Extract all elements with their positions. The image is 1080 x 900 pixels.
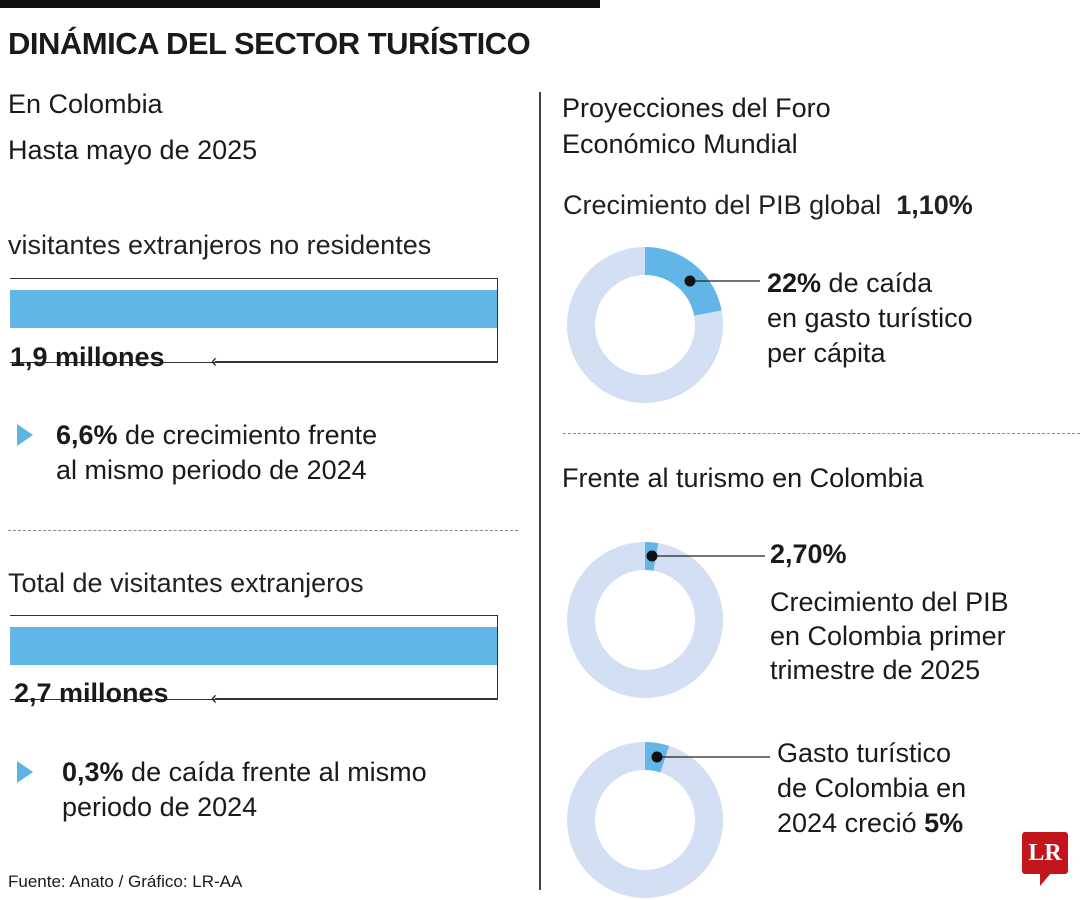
donut3-text-1: Gasto turístico [777, 738, 952, 768]
bar2-arrow [215, 698, 497, 699]
arrow-left-icon: ‹ [211, 688, 217, 708]
donut-2-dot [646, 550, 658, 562]
bar1-frame [10, 278, 498, 363]
lr-logo: LR [1022, 832, 1068, 874]
bar1-arrow [215, 361, 497, 362]
donut-2-rest [567, 542, 723, 698]
donut1-text-3: per cápita [767, 338, 886, 368]
donut-1-dot [684, 275, 696, 287]
donut-3-highlight [567, 742, 723, 898]
bar2-note-2: periodo de 2024 [62, 792, 258, 822]
divider [563, 433, 1080, 434]
donut3-text-2: de Colombia en [777, 773, 967, 803]
right-heading-2: Económico Mundial [562, 129, 798, 159]
bar1 [10, 290, 497, 328]
lr-logo-tail [1040, 872, 1052, 886]
triangle-right-icon [17, 424, 33, 446]
bar2-label: Total de visitantes extranjeros [8, 568, 364, 598]
donut1-text-2: en gasto turístico [767, 303, 973, 333]
left-subtitle-1: En Colombia [8, 89, 163, 119]
bar1-note-2: al mismo periodo de 2024 [56, 455, 367, 485]
column-divider [539, 92, 541, 890]
donut2-text-2: en Colombia primer [770, 621, 1006, 651]
bar2-note: 0,3% de caída frente al mismo [62, 757, 427, 787]
right-heading-1: Proyecciones del Foro [562, 93, 831, 123]
page-title: DINÁMICA DEL SECTOR TURÍSTICO [8, 26, 531, 61]
donut3-text-3: 2024 creció 5% [777, 808, 964, 838]
top-rule [0, 0, 600, 8]
donut-3-dot [651, 751, 663, 763]
section2-heading: Frente al turismo en Colombia [562, 463, 924, 493]
left-subtitle-2: Hasta mayo de 2025 [8, 135, 258, 165]
divider [8, 530, 518, 531]
arrow-left-icon: ‹ [211, 351, 217, 371]
donut2-text-1: Crecimiento del PIB [770, 587, 1009, 617]
donut2-value: 2,70% [770, 539, 847, 569]
bar2-frame [10, 615, 498, 700]
donut1-text-1: 22% de caída [767, 268, 933, 298]
bar1-note: 6,6% de crecimiento frente [56, 420, 378, 450]
bar2-value: 2,7 millones [14, 678, 169, 708]
source-note: Fuente: Anato / Gráfico: LR-AA [8, 872, 243, 891]
pib-global: Crecimiento del PIB global 1,10% [563, 190, 973, 220]
bar1-label: visitantes extranjeros no residentes [8, 230, 432, 260]
triangle-right-icon [17, 761, 33, 783]
donut-2-highlight [567, 542, 723, 698]
donut-3-rest [567, 742, 723, 898]
donut2-text-3: trimestre de 2025 [770, 655, 981, 685]
bar1-value: 1,9 millones [10, 342, 165, 372]
bar2 [10, 627, 497, 665]
donut-1-highlight [567, 247, 723, 403]
